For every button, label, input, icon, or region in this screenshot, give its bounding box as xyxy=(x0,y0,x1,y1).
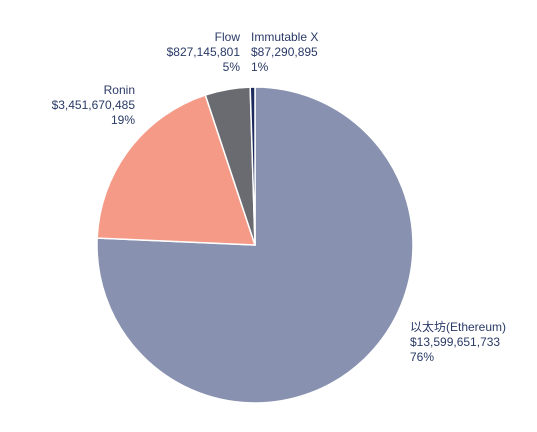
label-ronin-percent: 19% xyxy=(110,113,135,127)
label-ronin: Ronin $3,451,670,485 19% xyxy=(52,83,135,128)
pie-slice-immutable-x xyxy=(249,86,256,246)
label-ethereum-name: 以太坊(Ethereum) xyxy=(410,320,507,334)
label-flow-percent: 5% xyxy=(222,60,240,74)
label-immutable-x: Immutable X $87,290,895 1% xyxy=(251,30,318,75)
label-ethereum: 以太坊(Ethereum) $13,599,651,733 76% xyxy=(410,320,506,365)
label-ethereum-value: $13,599,651,733 xyxy=(410,335,501,349)
label-flow-name: Flow xyxy=(214,30,240,44)
label-ronin-value: $3,451,670,485 xyxy=(51,98,135,112)
label-immutable-x-percent: 1% xyxy=(251,60,269,74)
label-ethereum-percent: 76% xyxy=(410,350,435,364)
label-flow: Flow $827,145,801 5% xyxy=(167,30,240,75)
label-flow-value: $827,145,801 xyxy=(166,45,240,59)
pie-slice-ronin xyxy=(96,94,257,246)
label-ronin-name: Ronin xyxy=(103,83,135,97)
label-immutable-x-value: $87,290,895 xyxy=(251,45,318,59)
label-immutable-x-name: Immutable X xyxy=(251,30,319,44)
